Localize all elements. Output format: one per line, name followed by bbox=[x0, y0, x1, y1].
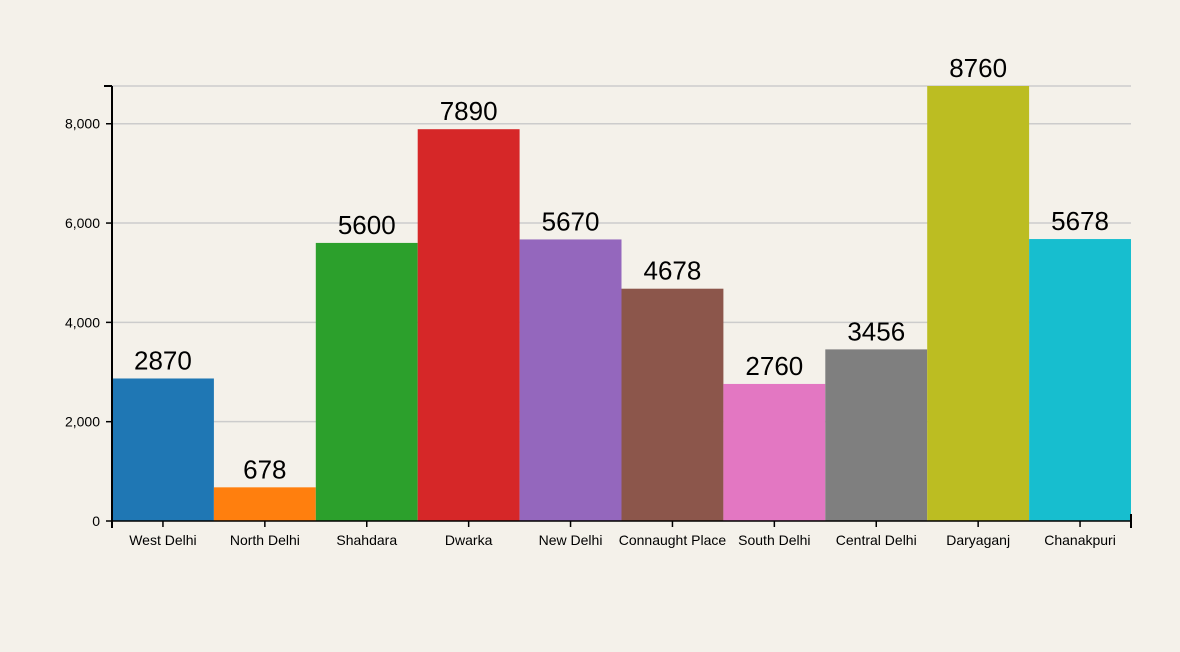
y-tick-label: 0 bbox=[92, 513, 100, 529]
x-tick-label: Daryaganj bbox=[946, 532, 1010, 548]
x-tick-label: Central Delhi bbox=[836, 532, 917, 548]
value-label: 8760 bbox=[949, 53, 1007, 83]
value-label: 7890 bbox=[440, 96, 498, 126]
x-tick-label: Shahdara bbox=[336, 532, 397, 548]
value-label: 2760 bbox=[745, 351, 803, 381]
bar-9 bbox=[1029, 239, 1131, 521]
value-label: 2870 bbox=[134, 345, 192, 375]
x-tick-label: West Delhi bbox=[129, 532, 196, 548]
bar-0 bbox=[112, 378, 214, 521]
value-label: 678 bbox=[243, 454, 286, 484]
bar-6 bbox=[723, 383, 826, 521]
value-label: 5678 bbox=[1051, 206, 1109, 236]
x-axis: West Delhi North Delhi Shahdara Dwarka New D… bbox=[111, 514, 1132, 548]
y-tick-label: 2,000 bbox=[65, 414, 100, 430]
value-label: 3456 bbox=[847, 316, 905, 346]
value-label: 5600 bbox=[338, 210, 396, 240]
bar-4 bbox=[519, 239, 622, 522]
y-axis: 0 2,000 4,000 6,000 8,000 bbox=[65, 85, 113, 529]
bar-1 bbox=[213, 487, 316, 521]
y-tick-label: 4,000 bbox=[65, 314, 100, 330]
bar-7 bbox=[825, 349, 928, 521]
x-tick-label: Connaught Place bbox=[619, 532, 727, 548]
bar-3 bbox=[417, 129, 520, 521]
x-tick-label: New Delhi bbox=[539, 532, 603, 548]
x-tick-label: South Delhi bbox=[738, 532, 810, 548]
value-label: 4678 bbox=[644, 256, 702, 286]
x-tick-label: North Delhi bbox=[230, 532, 300, 548]
value-label: 5670 bbox=[542, 206, 600, 236]
y-tick-label: 6,000 bbox=[65, 215, 100, 231]
x-tick-label: Chanakpuri bbox=[1044, 532, 1116, 548]
bar-2 bbox=[315, 242, 418, 522]
y-tick-label: 8,000 bbox=[65, 116, 100, 132]
bar-5 bbox=[621, 288, 724, 521]
bar-8 bbox=[927, 86, 1030, 521]
x-tick-label: Dwarka bbox=[445, 532, 493, 548]
bars bbox=[112, 86, 1131, 522]
value-labels: 2870 678 5600 7890 5670 4678 2760 3456 8760 5678 bbox=[134, 53, 1109, 484]
